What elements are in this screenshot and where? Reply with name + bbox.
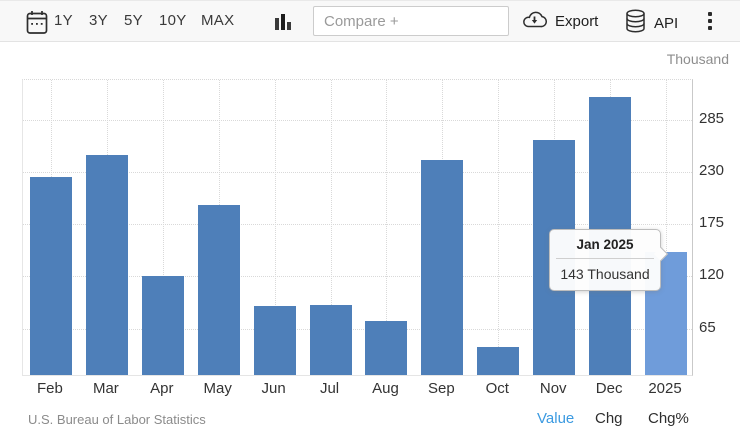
x-axis-labels: Feb Mar Apr May Jun Jul Aug Sep Oct Nov Dec 2025 [22, 380, 693, 400]
chart-type-button[interactable] [273, 12, 293, 32]
toolbar: 1Y 3Y 5Y 10Y MAX Export [0, 0, 740, 42]
calendar-icon [26, 10, 48, 35]
cloud-download-icon [521, 9, 547, 34]
tooltip-title: Jan 2025 [576, 237, 634, 252]
bar-may[interactable] [197, 204, 240, 375]
gridline-vertical [162, 80, 164, 375]
y-tick-label: 285 [699, 109, 725, 127]
compare-input[interactable] [313, 6, 509, 36]
bar-jul[interactable] [309, 304, 352, 375]
bar-oct[interactable] [477, 346, 520, 375]
x-tick-label: Apr [150, 380, 174, 397]
bar-feb[interactable] [29, 177, 72, 375]
gridline-vertical [498, 80, 500, 375]
kebab-menu-icon [708, 12, 712, 30]
y-tick-label: 230 [699, 161, 725, 179]
range-button-5y[interactable]: 5Y [124, 12, 143, 29]
x-tick-label: Dec [595, 380, 623, 397]
more-menu-button[interactable] [708, 12, 712, 30]
tooltip-divider [556, 258, 654, 259]
x-tick-label: Aug [372, 380, 399, 397]
x-tick-label: Jul [319, 380, 340, 397]
y-tick-label: 175 [699, 214, 725, 232]
x-tick-label: May [203, 380, 232, 397]
gridline-horizontal [23, 276, 692, 278]
chart-tooltip: Jan 2025 143 Thousand [549, 229, 669, 291]
bar-jun[interactable] [253, 305, 296, 375]
footer-link-chg[interactable]: Chg [595, 410, 623, 427]
gridline-horizontal [23, 171, 692, 173]
gridline-horizontal [23, 328, 692, 330]
gridline-vertical [386, 80, 388, 375]
range-button-1y[interactable]: 1Y [54, 12, 73, 29]
bar-apr[interactable] [141, 276, 184, 375]
gridline-vertical [330, 80, 332, 375]
y-axis-labels: 65 120 175 230 285 [699, 79, 740, 376]
y-axis-unit-label: Thousand [666, 51, 729, 67]
x-tick-label: Nov [539, 380, 567, 397]
plot-area: Jan 2025 143 Thousand [22, 79, 693, 376]
x-tick-label: Oct [485, 380, 509, 397]
gridline-horizontal [23, 119, 692, 121]
api-button[interactable]: API [625, 9, 678, 37]
gridline-horizontal [23, 224, 692, 226]
export-button[interactable]: Export [521, 9, 598, 34]
range-button-3y[interactable]: 3Y [89, 12, 108, 29]
bar-sep[interactable] [421, 160, 464, 375]
x-tick-label: Jun [261, 380, 286, 397]
x-tick-label: 2025 [648, 380, 682, 397]
data-source-label: U.S. Bureau of Labor Statistics [28, 412, 206, 427]
x-tick-label: Sep [428, 380, 455, 397]
range-button-max[interactable]: MAX [201, 12, 235, 29]
footer-link-value[interactable]: Value [537, 410, 575, 427]
bar-chart-icon [273, 12, 293, 32]
footer-link-chg-pct[interactable]: Chg% [648, 410, 689, 427]
bar-mar[interactable] [85, 154, 128, 375]
x-tick-label: Feb [37, 380, 63, 397]
api-label: API [654, 14, 679, 32]
y-tick-label: 65 [699, 318, 716, 336]
calendar-button[interactable] [26, 10, 48, 35]
gridline-vertical [666, 80, 668, 375]
bar-aug[interactable] [365, 320, 408, 375]
x-tick-label: Mar [92, 380, 119, 397]
range-button-10y[interactable]: 10Y [159, 12, 187, 29]
y-tick-label: 120 [699, 266, 725, 284]
database-icon [625, 9, 646, 37]
gridline-vertical [274, 80, 276, 375]
tooltip-value: 143 Thousand [560, 266, 650, 282]
export-label: Export [555, 13, 599, 30]
